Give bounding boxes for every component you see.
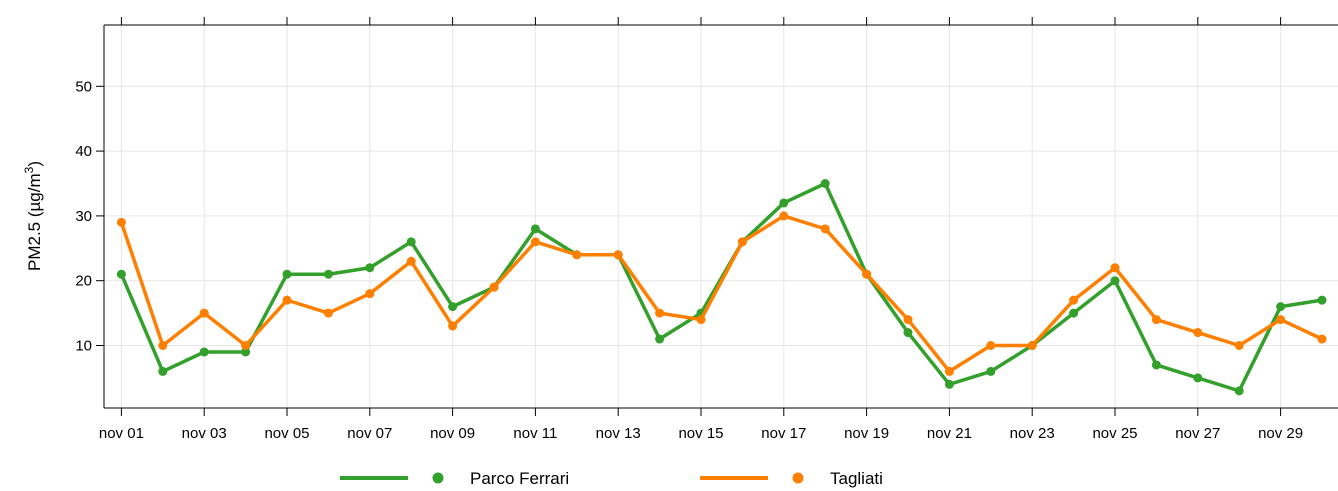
data-point xyxy=(820,224,830,234)
y-tick-label: 20 xyxy=(75,273,92,290)
data-point xyxy=(116,269,126,279)
x-tick-label: nov 19 xyxy=(844,425,889,442)
legend-label: Tagliati xyxy=(830,469,883,488)
data-point xyxy=(1151,360,1161,370)
y-tick-label: 30 xyxy=(75,208,92,225)
y-axis-label-superscript: 3 xyxy=(22,166,36,173)
data-point xyxy=(530,237,540,247)
x-tick-label: nov 25 xyxy=(1092,425,1137,442)
x-tick-label: nov 17 xyxy=(761,425,806,442)
x-tick-label: nov 15 xyxy=(678,425,723,442)
y-tick-label: 40 xyxy=(75,143,92,160)
data-point xyxy=(116,217,126,227)
data-point xyxy=(820,179,830,188)
series-0 xyxy=(116,179,1327,396)
x-tick-label: nov 27 xyxy=(1175,425,1220,442)
data-point xyxy=(323,308,333,318)
x-tick-label: nov 01 xyxy=(99,425,144,442)
legend: Parco Ferrari Tagliati xyxy=(340,469,883,488)
data-point xyxy=(696,315,706,325)
data-point xyxy=(986,366,996,376)
data-point xyxy=(1234,386,1244,396)
data-point xyxy=(1069,308,1079,318)
y-ticks: 10 20 30 40 50 xyxy=(75,78,104,355)
data-point xyxy=(365,263,375,273)
data-point xyxy=(448,302,458,312)
data-point xyxy=(1027,341,1037,350)
legend-label: Parco Ferrari xyxy=(470,469,569,488)
data-point xyxy=(1110,276,1120,286)
series-line xyxy=(119,214,1323,374)
data-point xyxy=(1234,341,1244,350)
data-point xyxy=(158,366,168,376)
series-line xyxy=(119,181,1323,393)
series-1 xyxy=(116,211,1327,376)
data-point xyxy=(862,269,872,279)
data-point xyxy=(323,269,333,279)
data-point xyxy=(448,321,458,331)
x-tick-label: nov 29 xyxy=(1258,425,1303,442)
data-point xyxy=(365,289,375,299)
data-point xyxy=(1317,295,1327,305)
legend-item-0: Parco Ferrari xyxy=(340,469,569,488)
data-point xyxy=(1276,315,1286,325)
data-point xyxy=(613,250,623,260)
y-axis-label-main: PM2.5 (µg/m xyxy=(25,173,44,271)
data-point xyxy=(572,250,582,260)
legend-point-swatch xyxy=(432,472,444,484)
data-point xyxy=(779,211,789,221)
data-point xyxy=(903,315,913,325)
data-point xyxy=(282,295,292,305)
data-point xyxy=(489,282,499,292)
data-point xyxy=(1151,315,1161,325)
x-tick-label: nov 21 xyxy=(927,425,972,442)
data-point xyxy=(1193,373,1203,383)
x-tick-label: nov 23 xyxy=(1010,425,1055,442)
data-point xyxy=(241,341,251,350)
x-tick-label: nov 03 xyxy=(182,425,227,442)
data-point xyxy=(1317,334,1327,344)
y-tick-label: 10 xyxy=(75,338,92,355)
data-point xyxy=(158,341,168,350)
x-ticks: nov 01 nov 03 nov 05 nov 07 nov 09 nov 11 nov … xyxy=(99,17,1303,442)
data-point xyxy=(530,224,540,234)
data-point xyxy=(199,308,209,318)
y-axis-label: PM2.5 (µg/m3) xyxy=(22,161,44,271)
data-point xyxy=(655,308,665,318)
data-point xyxy=(655,334,665,344)
data-point xyxy=(1193,328,1203,338)
data-point xyxy=(406,256,416,266)
data-point xyxy=(903,328,913,338)
data-point xyxy=(406,237,416,247)
legend-point-swatch xyxy=(792,472,804,484)
data-point xyxy=(944,379,954,389)
x-tick-label: nov 13 xyxy=(596,425,641,442)
data-point xyxy=(779,198,789,208)
y-axis-label-close: ) xyxy=(25,161,44,167)
data-point xyxy=(282,269,292,279)
y-tick-label: 50 xyxy=(75,78,92,95)
data-point xyxy=(241,347,251,357)
data-point xyxy=(944,366,954,376)
data-point xyxy=(199,347,209,357)
x-tick-label: nov 11 xyxy=(513,425,557,442)
x-tick-label: nov 07 xyxy=(347,425,392,442)
x-tick-label: nov 09 xyxy=(430,425,475,442)
legend-item-1: Tagliati xyxy=(700,469,883,488)
series-group xyxy=(116,179,1327,396)
data-point xyxy=(1069,295,1079,305)
x-tick-label: nov 05 xyxy=(264,425,309,442)
grid xyxy=(104,25,1338,408)
data-point xyxy=(1276,302,1286,312)
data-point xyxy=(986,341,996,350)
axes xyxy=(103,24,1338,409)
data-point xyxy=(1110,263,1120,273)
data-point xyxy=(737,237,747,247)
